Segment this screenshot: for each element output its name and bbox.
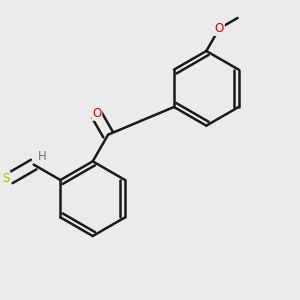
Text: O: O: [92, 107, 101, 120]
Text: S: S: [2, 172, 10, 185]
Text: O: O: [215, 22, 224, 35]
Text: H: H: [38, 150, 46, 163]
